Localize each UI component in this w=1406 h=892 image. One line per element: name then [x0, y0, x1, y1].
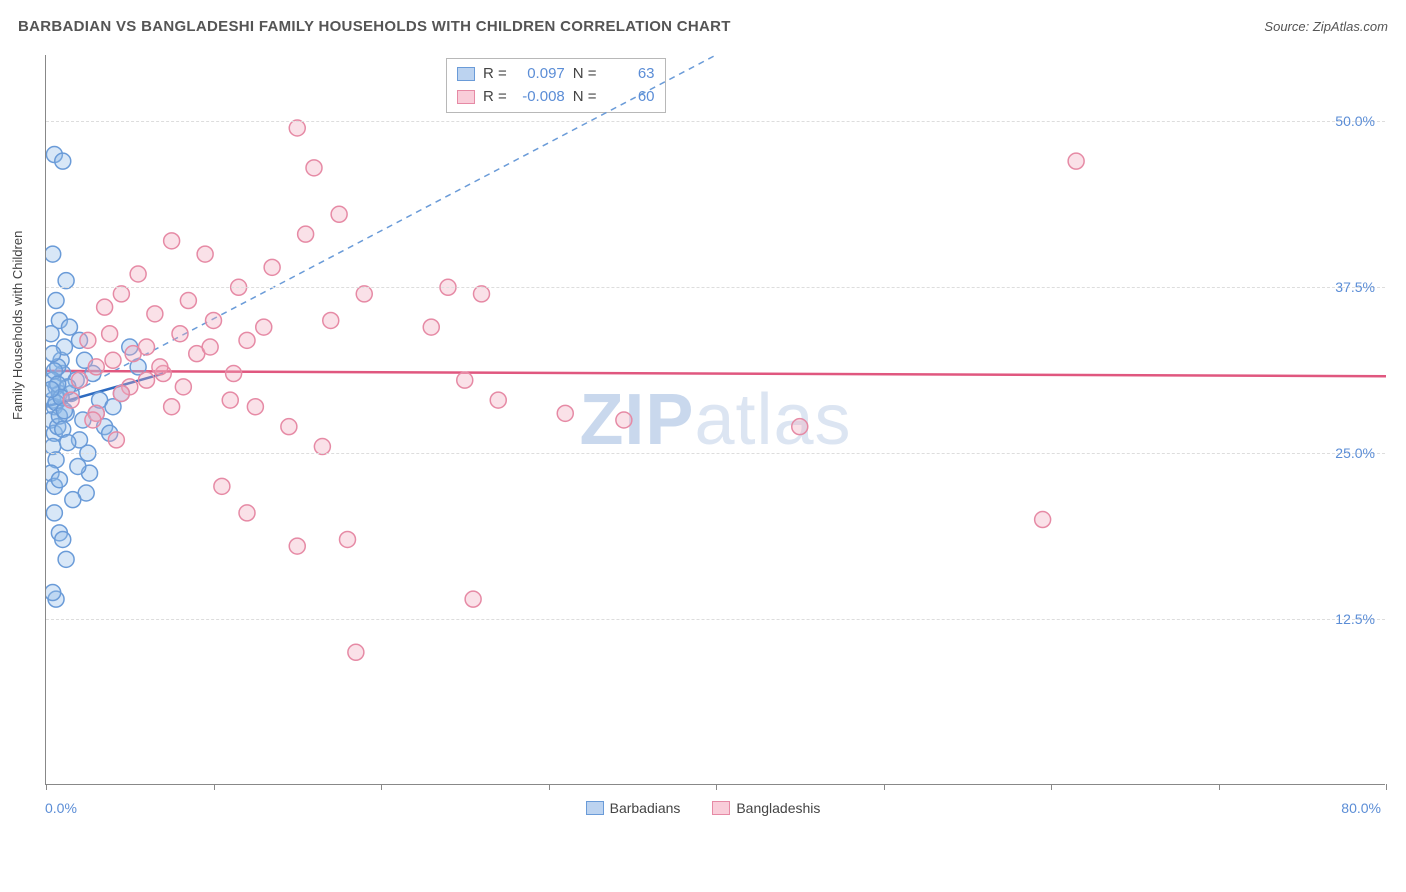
gridline [46, 121, 1385, 122]
x-tick [1051, 784, 1052, 790]
y-tick-label: 12.5% [1335, 611, 1375, 627]
scatter-plot-svg [46, 55, 1386, 785]
gridline [46, 287, 1385, 288]
source-value: ZipAtlas.com [1313, 19, 1388, 34]
source-attribution: Source: ZipAtlas.com [1264, 19, 1388, 34]
x-tick [214, 784, 215, 790]
x-tick [716, 784, 717, 790]
chart-title: BARBADIAN VS BANGLADESHI FAMILY HOUSEHOL… [18, 18, 731, 35]
x-tick [1386, 784, 1387, 790]
y-tick-label: 25.0% [1335, 445, 1375, 461]
legend-swatch-barbadians [586, 801, 604, 815]
chart-plot-area: ZIPatlas R = 0.097 N = 63 R = -0.008 N =… [45, 55, 1385, 785]
chart-header: BARBADIAN VS BANGLADESHI FAMILY HOUSEHOL… [18, 18, 1388, 35]
x-tick [1219, 784, 1220, 790]
y-tick-label: 50.0% [1335, 113, 1375, 129]
legend-label-bangladeshis: Bangladeshis [736, 800, 820, 816]
legend-item-bangladeshis: Bangladeshis [712, 800, 820, 816]
legend-swatch-bangladeshis [712, 801, 730, 815]
x-tick [549, 784, 550, 790]
y-axis-label: Family Households with Children [10, 231, 25, 420]
source-label: Source: [1264, 19, 1309, 34]
x-tick [46, 784, 47, 790]
legend-item-barbadians: Barbadians [586, 800, 681, 816]
x-tick [381, 784, 382, 790]
y-tick-label: 37.5% [1335, 279, 1375, 295]
bottom-legend: Barbadians Bangladeshis [0, 800, 1406, 818]
legend-label-barbadians: Barbadians [610, 800, 681, 816]
x-tick [884, 784, 885, 790]
gridline [46, 453, 1385, 454]
gridline [46, 619, 1385, 620]
